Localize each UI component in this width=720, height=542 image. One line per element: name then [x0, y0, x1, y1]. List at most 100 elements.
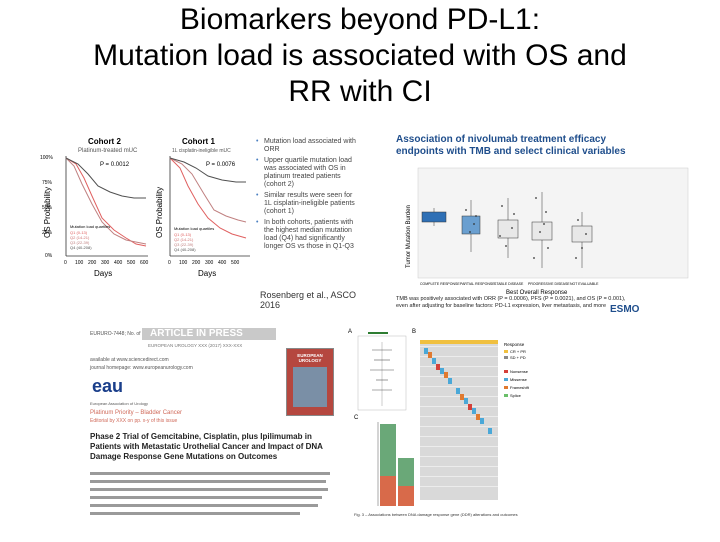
svg-text:Q3 (22-39): Q3 (22-39) [174, 242, 194, 247]
km-right-ylabel: OS Probability [155, 187, 164, 238]
in-press-label: ARTICLE IN PRESS [150, 328, 243, 339]
boxplot-xlabel: Best Overall Response [506, 290, 568, 296]
box-complete-response [421, 211, 447, 223]
article-headline: Phase 2 Trial of Gemcitabine, Cisplatin,… [90, 432, 323, 461]
bullet-panel: Mutation load associated with ORR Upper … [256, 138, 360, 310]
ytick-25: 25% [42, 230, 53, 236]
svg-text:400: 400 [114, 260, 123, 266]
bullet-item: Similar results were seen for 1L cisplat… [256, 192, 360, 216]
citation: Rosenberg et al., ASCO 2016 [260, 290, 357, 310]
article-panel: EURURO-7448; No. of Pages 8 ARTICLE IN P… [90, 328, 344, 540]
p-value-right: P = 0.0076 [206, 162, 236, 168]
svg-text:600: 600 [140, 260, 149, 266]
svg-text:Mutation load quartiles: Mutation load quartiles [70, 224, 110, 229]
km-curve-r-q2 [169, 157, 247, 223]
heatmap-svg: Response CR + PR SD + PD Nonsense Missen… [357, 332, 530, 506]
svg-text:200: 200 [192, 260, 201, 266]
heatmap-caption: Fig. 3 – Associations between DNA damage… [354, 512, 518, 517]
km-left-xlabel: Days [94, 269, 112, 278]
svg-text:PROGRESSIVE DISEASE: PROGRESSIVE DISEASE [528, 282, 570, 286]
esmo-logo: ESMO [610, 304, 640, 315]
svg-text:CR + PR: CR + PR [510, 349, 526, 354]
boxplot-svg: Tumor Mutation Burden COMPLETE RESPONSE … [406, 167, 689, 296]
km-curve-r-q4 [169, 157, 246, 183]
km-curve-q2 [65, 157, 147, 245]
km-curve-q1 [65, 157, 147, 247]
km-plots-svg: Cohort 2 Platinum-treated mUC 100% 75% 5… [40, 137, 250, 278]
ytick-75: 75% [42, 180, 53, 186]
svg-text:200: 200 [88, 260, 97, 266]
p-value-left: P = 0.0012 [100, 162, 130, 168]
svg-text:500: 500 [127, 260, 136, 266]
svg-text:Splice: Splice [510, 393, 522, 398]
cohort2-subtitle: Platinum-treated mUC [78, 148, 138, 154]
journal-cover-title: EUROPEAN UROLOGY [297, 353, 323, 363]
title-line-3: RR with CI [288, 75, 432, 108]
svg-text:PARTIAL RESPONSE: PARTIAL RESPONSE [460, 282, 495, 286]
heatmap-legend: Response CR + PR SD + PD Nonsense Missen… [504, 342, 530, 398]
journal-line: EUROPEAN UROLOGY XXX (2017) XXX-XXX [148, 343, 243, 348]
box-partial-response [461, 215, 481, 235]
km-left-xticks: 0 100 200 300 400 500 600 [64, 260, 149, 266]
heatmap-figure: A B C [348, 326, 540, 540]
km-right-legend: Mutation load quartiles Q1 (0-13) Q2 (14… [174, 226, 214, 252]
svg-text:Response: Response [504, 342, 525, 347]
svg-text:COMPLETE RESPONSE: COMPLETE RESPONSE [420, 282, 460, 286]
km-left-legend: Mutation load quartiles Q1 (0-13) Q2 (14… [70, 224, 110, 250]
ytick-0: 0% [45, 253, 53, 259]
article-header-left: EURURO-7448; No. of Pages 8 [90, 331, 161, 337]
panel-a-label: A [348, 329, 353, 335]
boxplot-title: Association of nivolumab treatment effic… [396, 134, 626, 157]
bullet-item: Mutation load associated with ORR [256, 138, 360, 154]
eau-logo: eau [92, 376, 124, 396]
svg-text:300: 300 [101, 260, 110, 266]
svg-text:0: 0 [64, 260, 67, 266]
boxplot-caption: TMB was positively associated with ORR (… [396, 296, 626, 309]
km-curve-r-q1 [169, 157, 247, 239]
svg-text:Q2 (14-21): Q2 (14-21) [70, 235, 90, 240]
km-left-ylabel: OS Probability [43, 187, 52, 238]
svg-text:Q1 (0-13): Q1 (0-13) [70, 230, 88, 235]
bullet-list: Mutation load associated with ORR Upper … [256, 138, 360, 251]
svg-text:Q4 (40-208): Q4 (40-208) [174, 247, 196, 252]
homepage-line: journal homepage: www.europeanurology.co… [90, 365, 193, 371]
panel-c-bars [377, 422, 414, 506]
svg-text:100: 100 [179, 260, 188, 266]
boxplot-figure: Association of nivolumab treatment effic… [396, 128, 690, 324]
svg-text:500: 500 [231, 260, 240, 266]
box-stable-disease [497, 219, 519, 239]
cohort1-subtitle: 1L cisplatin-ineligible mUC [172, 148, 231, 154]
box-progressive-disease [531, 221, 553, 241]
km-curve-q4 [65, 157, 146, 199]
km-left-axis [65, 156, 148, 257]
article-in-press-banner: ARTICLE IN PRESS [142, 328, 276, 340]
svg-text:Q4 (40-208): Q4 (40-208) [70, 245, 92, 250]
svg-text:0: 0 [168, 260, 171, 266]
panel-b-label: B [412, 329, 417, 335]
cohort2-title: Cohort 2 [88, 137, 121, 146]
title-line-1: Biomarkers beyond PD-L1: [179, 3, 541, 36]
boxplot-ylabel: Tumor Mutation Burden [406, 205, 412, 268]
km-figure: Cohort 2 Platinum-treated mUC 100% 75% 5… [36, 134, 252, 280]
svg-text:SD + PD: SD + PD [510, 355, 526, 360]
svg-text:Q1 (0-13): Q1 (0-13) [174, 232, 192, 237]
svg-text:Mutation load quartiles: Mutation load quartiles [174, 226, 214, 231]
slide-title: Biomarkers beyond PD-L1: Mutation load i… [0, 2, 720, 110]
cohort1-title: Cohort 1 [182, 137, 215, 146]
journal-cover: EUROPEAN UROLOGY [286, 348, 334, 416]
svg-text:100: 100 [75, 260, 84, 266]
svg-text:NOT EVALUABLE: NOT EVALUABLE [570, 282, 599, 286]
bullet-subitem: In both cohorts, patients with the highe… [256, 219, 360, 251]
svg-text:300: 300 [205, 260, 214, 266]
box-not-evaluable [571, 225, 593, 243]
svg-text:400: 400 [218, 260, 227, 266]
svg-text:Q2 (14-21): Q2 (14-21) [174, 237, 194, 242]
boxplot-xticks: COMPLETE RESPONSE PARTIAL RESPONSE STABL… [420, 282, 599, 286]
bullet-item: Upper quartile mutation load was associa… [256, 157, 360, 189]
ytick-50: 50% [42, 205, 53, 211]
svg-text:Q3 (22-39): Q3 (22-39) [70, 240, 90, 245]
svg-text:Missense: Missense [510, 377, 528, 382]
svg-text:Frameshift: Frameshift [510, 385, 530, 390]
km-right-axis [169, 156, 250, 257]
editorial-note: Editorial by XXX on pp. x-y of this issu… [90, 418, 178, 424]
